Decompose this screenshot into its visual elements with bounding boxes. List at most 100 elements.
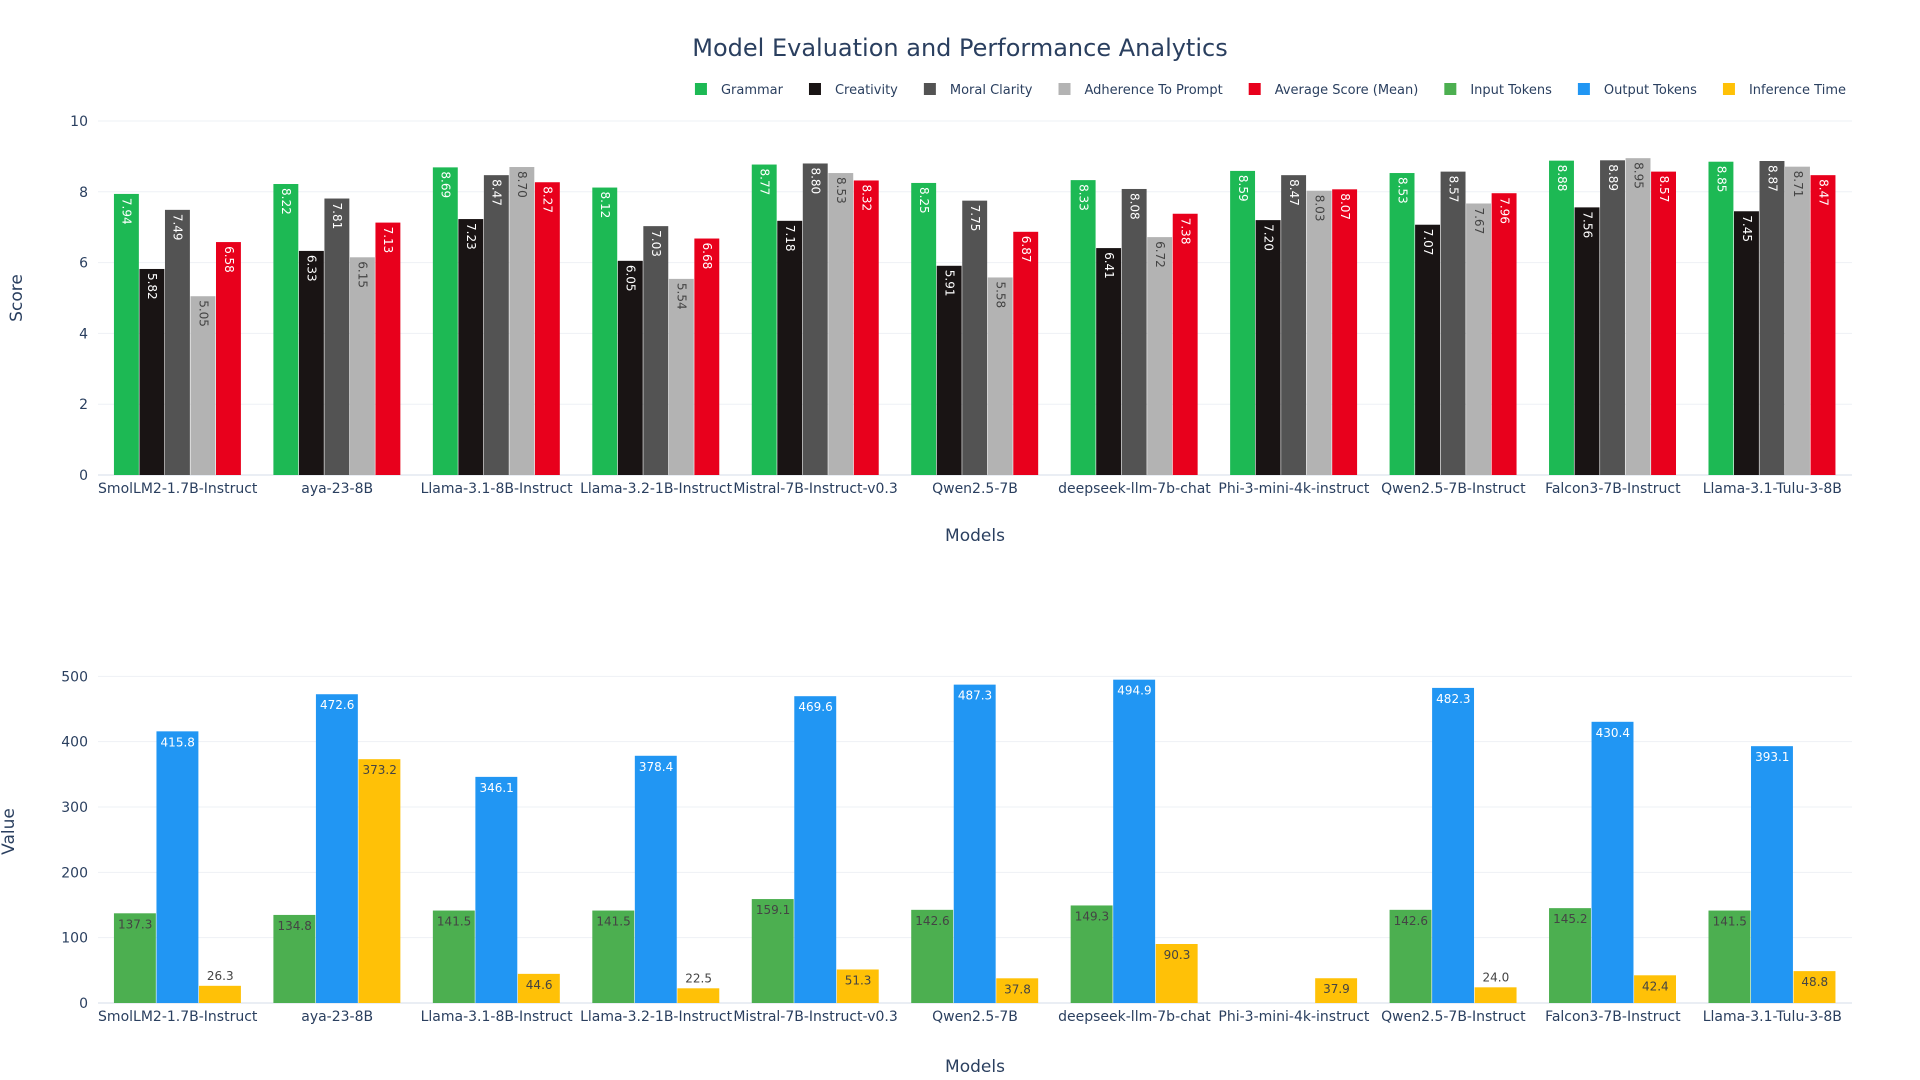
data-label: 8.71 — [1791, 171, 1805, 198]
x-tick-label: Qwen2.5-7B-Instruct — [1381, 1009, 1526, 1025]
legend-swatch — [923, 83, 936, 95]
y-tick-label: 2 — [79, 397, 88, 413]
bar — [215, 242, 241, 475]
data-label: 7.07 — [1421, 229, 1435, 256]
bar — [1389, 173, 1415, 475]
data-label: 37.8 — [1004, 982, 1031, 996]
bar — [953, 684, 996, 1003]
y-axis-title: Score — [7, 274, 27, 322]
bar — [1491, 193, 1517, 475]
bar — [1070, 180, 1096, 476]
x-tick-label: Falcon3-7B-Instruct — [1545, 1009, 1681, 1025]
data-label: 373.2 — [363, 763, 397, 777]
data-label: 5.58 — [994, 281, 1008, 308]
bar — [483, 175, 509, 476]
data-label: 8.07 — [1338, 193, 1352, 220]
data-label: 5.05 — [196, 300, 210, 327]
data-label: 7.45 — [1740, 215, 1754, 242]
data-label: 42.4 — [1642, 979, 1669, 993]
x-tick-label: aya-23-8B — [301, 481, 373, 497]
data-label: 5.54 — [675, 283, 689, 310]
data-label: 7.94 — [120, 198, 134, 225]
x-axis-title: Models — [945, 1057, 1005, 1077]
bar — [1255, 220, 1281, 475]
bar — [1113, 679, 1156, 1003]
data-label: 7.03 — [649, 230, 663, 257]
data-label: 7.18 — [783, 225, 797, 252]
bar — [1389, 909, 1432, 1003]
legend-swatch — [694, 83, 707, 95]
bar — [1574, 207, 1600, 475]
x-tick-label: Mistral-7B-Instruct-v0.3 — [733, 1009, 897, 1025]
bar — [1155, 944, 1198, 1003]
bar — [802, 163, 828, 476]
data-label: 7.13 — [381, 227, 395, 254]
data-label: 8.77 — [758, 169, 772, 196]
data-label: 494.9 — [1117, 684, 1151, 698]
y-tick-label: 200 — [61, 865, 88, 881]
bar — [324, 198, 350, 475]
data-label: 8.70 — [515, 171, 529, 198]
data-label: 8.57 — [1446, 176, 1460, 203]
bar — [1147, 237, 1173, 475]
bar — [836, 969, 879, 1003]
bar — [1708, 161, 1734, 475]
bar — [375, 222, 401, 475]
bar — [509, 167, 535, 475]
data-label: 90.3 — [1164, 948, 1191, 962]
legend-label: Creativity — [835, 83, 898, 98]
x-tick-label: Llama-3.2-1B-Instruct — [580, 1009, 733, 1025]
x-tick-label: Llama-3.2-1B-Instruct — [580, 481, 733, 497]
bar — [164, 209, 190, 475]
data-label: 7.75 — [968, 205, 982, 232]
bar — [592, 187, 618, 475]
data-label: 6.72 — [1153, 241, 1167, 268]
data-label: 8.22 — [279, 188, 293, 215]
bar — [987, 277, 1013, 475]
bar — [777, 220, 803, 475]
bar — [794, 696, 837, 1003]
data-label: 8.32 — [860, 184, 874, 211]
y-tick-label: 0 — [79, 996, 88, 1012]
bar — [677, 988, 720, 1003]
data-label: 8.47 — [1816, 179, 1830, 206]
data-label: 8.53 — [1395, 177, 1409, 204]
bar — [1651, 171, 1676, 475]
bar — [751, 899, 794, 1003]
bar — [273, 184, 299, 475]
legend-label: Average Score (Mean) — [1275, 83, 1419, 98]
data-label: 7.67 — [1472, 207, 1486, 234]
legend-label: Input Tokens — [1470, 83, 1552, 98]
bar — [517, 973, 560, 1003]
data-label: 26.3 — [207, 969, 234, 983]
data-label: 159.1 — [756, 903, 790, 917]
x-tick-label: Llama-3.1-Tulu-3-8B — [1703, 481, 1842, 497]
y-tick-label: 500 — [61, 669, 88, 685]
bar — [694, 238, 720, 475]
bar — [996, 978, 1039, 1003]
bar — [1751, 746, 1793, 1003]
legend-label: Grammar — [721, 83, 784, 98]
data-label: 8.88 — [1555, 165, 1569, 192]
data-label: 7.81 — [330, 203, 344, 230]
legend-label: Output Tokens — [1604, 83, 1697, 98]
bar — [1810, 175, 1836, 476]
bar — [1708, 910, 1751, 1003]
x-tick-label: Llama-3.1-8B-Instruct — [421, 1009, 574, 1025]
data-label: 141.5 — [437, 915, 471, 929]
data-label: 7.20 — [1261, 224, 1275, 251]
bar — [592, 910, 635, 1003]
bar — [962, 200, 988, 475]
data-label: 6.05 — [624, 265, 638, 292]
bar — [156, 731, 199, 1003]
bar — [349, 257, 375, 475]
bar — [1734, 211, 1759, 475]
data-label: 8.53 — [834, 177, 848, 204]
bar — [432, 910, 475, 1003]
data-label: 8.27 — [541, 186, 555, 213]
y-tick-label: 300 — [61, 800, 88, 816]
data-label: 8.47 — [490, 179, 504, 206]
data-label: 6.41 — [1102, 252, 1116, 279]
data-label: 134.8 — [277, 919, 311, 933]
